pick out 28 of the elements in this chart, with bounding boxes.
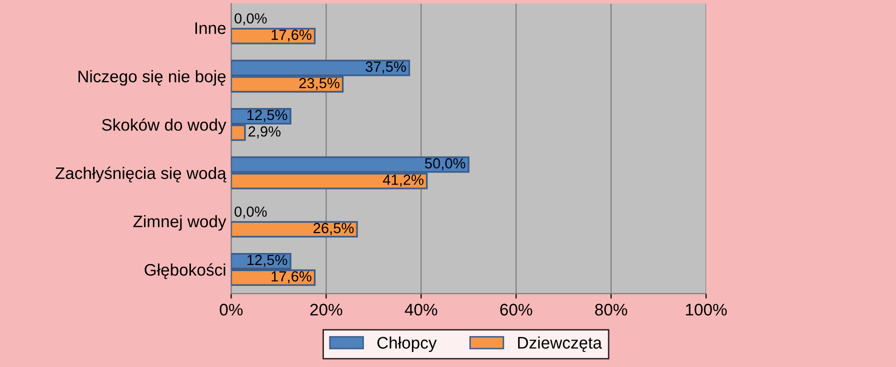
data-label: 37,5%	[366, 62, 406, 74]
x-tick-label: 40%	[404, 304, 438, 316]
data-label: 17,6%	[272, 271, 312, 284]
legend-label: Chłopcy	[377, 336, 437, 352]
x-tick-label: 80%	[595, 304, 628, 316]
x-tick-label: 60%	[500, 304, 532, 316]
bar	[231, 28, 316, 44]
bar	[231, 221, 358, 238]
data-label: 41,2%	[382, 174, 424, 187]
data-label: 17,6%	[272, 30, 312, 42]
y-tick-label: Niczego się nie boję	[78, 70, 226, 86]
data-label: 23,5%	[299, 78, 340, 90]
data-label: 0,0%	[234, 13, 267, 26]
data-label: 12,5%	[247, 110, 288, 122]
y-tick-label: Skoków do wody	[102, 118, 226, 134]
data-label: 0,0%	[234, 206, 267, 219]
data-label: 26,5%	[314, 222, 354, 235]
y-tick-label: Inne	[195, 22, 226, 34]
x-tick-label: 0%	[220, 304, 243, 316]
y-tick-label: Zimnej wody	[133, 215, 226, 231]
data-label: 12,5%	[247, 254, 288, 267]
legend-label: Dziewczęta	[518, 336, 602, 352]
x-tick-label: 100%	[686, 304, 727, 316]
x-tick-label: 20%	[310, 304, 342, 316]
y-tick-label: Zachłyśnięcia się wodą	[55, 166, 226, 182]
y-tick-label: Głębokości	[144, 263, 226, 280]
data-label: 2,9%	[248, 126, 281, 138]
data-label: 50,0%	[424, 158, 466, 170]
